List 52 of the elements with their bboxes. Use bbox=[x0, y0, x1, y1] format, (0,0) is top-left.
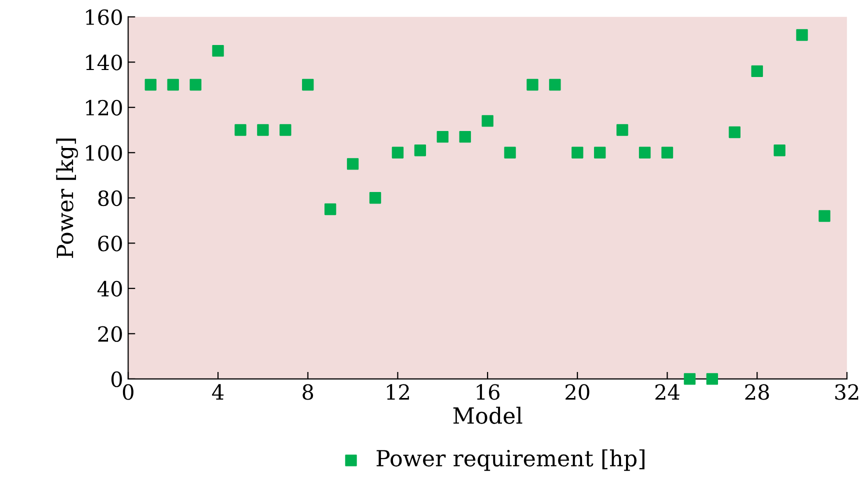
point bbox=[212, 44, 224, 57]
point bbox=[234, 124, 246, 136]
point bbox=[167, 78, 179, 91]
y-tick-label: 160 bbox=[86, 9, 122, 26]
point bbox=[144, 78, 156, 91]
point bbox=[190, 78, 202, 91]
point bbox=[392, 146, 404, 158]
point bbox=[369, 192, 382, 204]
x-tick-label: 28 bbox=[745, 384, 769, 400]
legend-label: Power requirement [hp] bbox=[376, 449, 644, 471]
point bbox=[504, 146, 516, 158]
y-axis-title: Power [kg] bbox=[56, 138, 78, 258]
y-tick-label: 100 bbox=[86, 145, 122, 161]
point bbox=[616, 124, 628, 136]
point bbox=[526, 78, 538, 91]
point bbox=[796, 29, 808, 41]
x-tick-label: 12 bbox=[387, 384, 409, 400]
x-tick-label: 24 bbox=[655, 384, 680, 400]
y-tick-label: 120 bbox=[86, 100, 122, 116]
y-tick-label: 20 bbox=[98, 326, 122, 342]
point bbox=[459, 130, 471, 143]
point bbox=[324, 203, 336, 216]
point bbox=[661, 146, 674, 158]
point bbox=[280, 124, 292, 136]
x-tick-label: 8 bbox=[302, 384, 314, 400]
point bbox=[638, 146, 651, 158]
x-tick-label: 4 bbox=[212, 384, 224, 400]
y-tick-label: 0 bbox=[111, 371, 122, 388]
x-tick-label: 0 bbox=[122, 384, 134, 400]
point bbox=[818, 210, 830, 222]
x-tick-label: 16 bbox=[476, 384, 500, 400]
y-tick-label: 60 bbox=[98, 236, 122, 252]
point bbox=[549, 78, 561, 91]
point bbox=[302, 78, 314, 91]
point bbox=[414, 144, 426, 156]
point bbox=[728, 126, 740, 138]
x-tick-label: 32 bbox=[835, 384, 858, 400]
x-axis-title: Model bbox=[453, 406, 522, 424]
point bbox=[436, 130, 448, 143]
point bbox=[257, 124, 269, 136]
y-tick-label: 40 bbox=[97, 280, 122, 297]
x-tick-label: 20 bbox=[566, 384, 590, 400]
point bbox=[572, 146, 584, 158]
point bbox=[482, 115, 494, 127]
y-tick-label: 140 bbox=[86, 54, 122, 70]
point bbox=[706, 373, 718, 385]
point bbox=[751, 65, 763, 78]
y-tick-label: 80 bbox=[98, 190, 122, 206]
point bbox=[346, 158, 359, 170]
point bbox=[774, 144, 786, 156]
point bbox=[594, 146, 606, 158]
point bbox=[684, 373, 696, 385]
